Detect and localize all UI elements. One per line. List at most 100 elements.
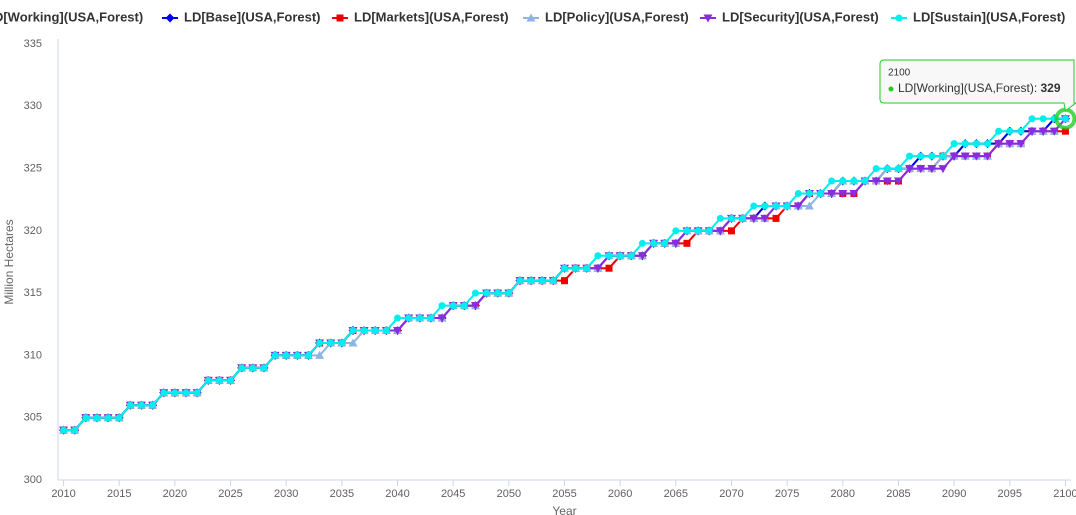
data-point bbox=[293, 351, 301, 359]
data-point bbox=[1061, 127, 1069, 135]
data-point bbox=[917, 152, 925, 160]
legend-item[interactable]: LD[Policy](USA,Forest) bbox=[523, 9, 689, 24]
legend-text: LD[Sustain](USA,Forest) bbox=[913, 9, 1065, 24]
y-tick-label: 335 bbox=[24, 38, 42, 50]
data-point bbox=[1016, 140, 1026, 149]
legend-text: LD[Markets](USA,Forest) bbox=[354, 9, 509, 24]
data-point bbox=[1006, 127, 1014, 135]
x-tick-label: 2065 bbox=[664, 488, 688, 500]
data-point bbox=[661, 239, 669, 247]
data-point bbox=[371, 327, 379, 335]
data-point bbox=[249, 364, 257, 372]
data-point bbox=[916, 165, 926, 174]
data-point bbox=[215, 376, 223, 384]
legend-text: LD[Policy](USA,Forest) bbox=[545, 9, 689, 24]
data-point bbox=[727, 227, 735, 235]
data-point bbox=[749, 214, 759, 223]
data-point bbox=[1039, 115, 1047, 123]
data-point bbox=[460, 302, 468, 310]
data-point bbox=[971, 152, 981, 161]
legend-item[interactable]: LD[Security](USA,Forest) bbox=[700, 9, 879, 24]
data-point bbox=[883, 165, 891, 173]
data-point bbox=[683, 227, 691, 235]
data-point bbox=[994, 140, 1004, 149]
data-point bbox=[561, 264, 568, 272]
data-point bbox=[527, 277, 535, 285]
data-point bbox=[861, 177, 869, 185]
data-point bbox=[938, 165, 948, 174]
x-tick-label: 2060 bbox=[608, 488, 632, 500]
data-point bbox=[393, 327, 403, 336]
x-axis-title: Year bbox=[552, 504, 576, 515]
data-point bbox=[505, 289, 513, 297]
data-point bbox=[894, 165, 902, 173]
data-point bbox=[750, 202, 758, 210]
data-point bbox=[1017, 127, 1025, 135]
data-point bbox=[761, 202, 769, 210]
y-tick-label: 305 bbox=[24, 412, 42, 424]
data-point bbox=[983, 152, 993, 161]
series bbox=[59, 114, 1070, 434]
data-point bbox=[349, 327, 357, 335]
data-point bbox=[727, 214, 735, 222]
legend-symbol bbox=[526, 13, 536, 22]
data-point bbox=[227, 376, 235, 384]
data-point bbox=[1038, 127, 1048, 136]
data-point bbox=[149, 401, 157, 409]
data-point bbox=[160, 389, 168, 397]
data-point bbox=[950, 140, 958, 148]
legend-item[interactable]: LD[Markets](USA,Forest) bbox=[332, 9, 509, 24]
data-point bbox=[984, 140, 992, 148]
data-point bbox=[1028, 115, 1036, 123]
legend-text: LD[Working](USA,Forest) bbox=[0, 9, 143, 24]
data-point bbox=[282, 351, 290, 359]
legend-symbol bbox=[165, 13, 175, 23]
data-point bbox=[638, 239, 646, 247]
tooltip-text: LD[Working](USA,Forest): 329 bbox=[898, 81, 1061, 95]
data-point bbox=[783, 202, 791, 210]
series bbox=[59, 115, 1070, 435]
data-point bbox=[683, 239, 691, 247]
data-point bbox=[694, 227, 702, 235]
data-point bbox=[716, 214, 724, 222]
series bbox=[60, 127, 1069, 434]
legend-item[interactable]: LD[Base](USA,Forest) bbox=[162, 9, 321, 24]
x-tick-label: 2090 bbox=[942, 488, 966, 500]
data-point bbox=[828, 177, 836, 185]
data-point bbox=[594, 252, 602, 260]
data-point bbox=[961, 140, 969, 148]
x-tick-label: 2040 bbox=[385, 488, 409, 500]
data-point bbox=[671, 239, 681, 248]
data-point bbox=[338, 339, 346, 347]
x-tick-label: 2095 bbox=[998, 488, 1022, 500]
tooltip-box bbox=[879, 59, 1076, 112]
data-point bbox=[817, 189, 825, 197]
x-tick-label: 2010 bbox=[51, 488, 75, 500]
series bbox=[60, 115, 1069, 434]
data-point bbox=[204, 376, 212, 384]
data-point bbox=[839, 177, 847, 185]
data-point bbox=[605, 264, 613, 272]
y-tick-label: 315 bbox=[24, 287, 42, 299]
data-point bbox=[739, 214, 747, 222]
x-tick-label: 2020 bbox=[163, 488, 187, 500]
data-point bbox=[182, 389, 190, 397]
data-point bbox=[382, 327, 390, 335]
x-tick-label: 2085 bbox=[886, 488, 910, 500]
data-point bbox=[82, 414, 90, 422]
data-point bbox=[949, 152, 959, 161]
legend-item[interactable]: LD[Working](USA,Forest) bbox=[0, 9, 143, 24]
data-point bbox=[605, 252, 613, 260]
data-point bbox=[549, 277, 557, 285]
x-tick-label: 2080 bbox=[831, 488, 855, 500]
data-point bbox=[995, 127, 1003, 135]
data-point bbox=[1061, 115, 1069, 123]
data-point bbox=[483, 289, 491, 297]
data-point bbox=[760, 214, 770, 223]
legend-item[interactable]: LD[Sustain](USA,Forest) bbox=[891, 9, 1065, 24]
data-point bbox=[71, 426, 79, 434]
tooltip-part: 329 bbox=[1040, 81, 1060, 95]
data-point bbox=[494, 289, 502, 297]
tooltip-part: LD[Working](USA,Forest) bbox=[898, 81, 1034, 95]
